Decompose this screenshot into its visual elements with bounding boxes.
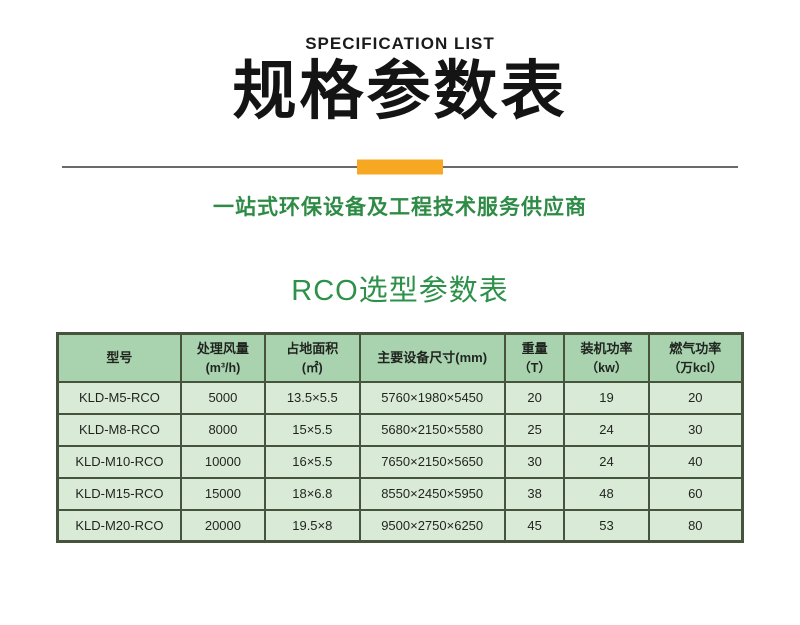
company-tagline: 一站式环保设备及工程技术服务供应商 [213, 196, 587, 220]
table-cell: 30 [647, 412, 744, 447]
table-cell: 16×5.5 [264, 444, 361, 479]
table-section-title: RCO选型参数表 [291, 275, 509, 308]
table-cell: 30 [503, 444, 566, 479]
table-cell: 5760×1980×5450 [358, 380, 506, 415]
divider-accent-bar [357, 159, 443, 175]
column-label: 燃气功率 [669, 340, 722, 356]
table-row-2: KLD-M10-RCO 10000 16×5.5 7650×2150×5650 30 24… [56, 444, 744, 479]
table-header-cell-2: 占地面积 (㎡) [264, 332, 361, 383]
table-header-cell-4: 重量 （T） [503, 332, 566, 383]
eyebrow-title: SPECIFICATION LIST [305, 34, 495, 53]
column-label: 型号 [106, 349, 133, 365]
column-label: 重量 [521, 340, 548, 356]
table-cell: 8550×2450×5950 [358, 476, 506, 511]
table-cell: 45 [503, 508, 566, 543]
table-cell: 40 [647, 444, 744, 479]
table-cell: 20000 [179, 508, 267, 543]
table-row-0: KLD-M5-RCO 5000 13.5×5.5 5760×1980×5450 20 19… [56, 380, 744, 415]
table-cell: 10000 [179, 444, 267, 479]
rco-spec-table: 型号 处理风量 (m³/h) 占地面积 (㎡) 主要设备尺寸(mm) 重量 （T） 装机功率 （k… [56, 332, 744, 544]
table-cell: 48 [563, 476, 650, 511]
column-unit: （T） [518, 360, 551, 375]
model-cell: KLD-M10-RCO [56, 444, 182, 479]
column-unit: (㎡) [301, 360, 323, 375]
model-cell: KLD-M8-RCO [56, 412, 182, 447]
model-cell: KLD-M5-RCO [56, 380, 182, 415]
page-title: 规格参数表 [232, 55, 568, 127]
table-cell: 20 [647, 380, 744, 415]
table-row-3: KLD-M15-RCO 15000 18×6.8 8550×2450×5950 38 48… [56, 476, 744, 511]
table-header-cell-6: 燃气功率 （万kcl） [647, 332, 744, 383]
table-row-4: KLD-M20-RCO 20000 19.5×8 9500×2750×6250 45 53… [56, 508, 744, 543]
table-header-cell-0: 型号 [56, 332, 182, 383]
table-cell: 5000 [179, 380, 267, 415]
table-header-cell-1: 处理风量 (m³/h) [179, 332, 267, 383]
table-cell: 19.5×8 [264, 508, 361, 543]
column-unit: （kw） [585, 360, 628, 375]
model-cell: KLD-M15-RCO [56, 476, 182, 511]
table-cell: 15000 [179, 476, 267, 511]
table-cell: 25 [503, 412, 566, 447]
column-label: 占地面积 [286, 340, 339, 356]
model-cell: KLD-M20-RCO [56, 508, 182, 543]
table-cell: 19 [563, 380, 650, 415]
table-cell: 15×5.5 [264, 412, 361, 447]
column-label: 处理风量 [196, 340, 249, 356]
table-cell: 38 [503, 476, 566, 511]
table-cell: 60 [647, 476, 744, 511]
column-unit: (m³/h) [205, 360, 241, 375]
table-cell: 80 [647, 508, 744, 543]
column-label: 主要设备尺寸(mm) [377, 349, 488, 365]
table-cell: 20 [503, 380, 566, 415]
table-cell: 24 [563, 412, 650, 447]
table-row-1: KLD-M8-RCO 8000 15×5.5 5680×2150×5580 25 24 30 [56, 412, 744, 447]
table-header-cell-5: 装机功率 （kw） [563, 332, 650, 383]
divider-line [62, 159, 738, 175]
table-body: KLD-M5-RCO 5000 13.5×5.5 5760×1980×5450 20 19… [56, 380, 744, 543]
table-cell: 7650×2150×5650 [358, 444, 506, 479]
table-header: 型号 处理风量 (m³/h) 占地面积 (㎡) 主要设备尺寸(mm) 重量 （T） 装机功率 （k… [56, 332, 744, 383]
table-header-cell-3: 主要设备尺寸(mm) [358, 332, 506, 383]
table-cell: 5680×2150×5580 [358, 412, 506, 447]
table-cell: 53 [563, 508, 650, 543]
table-cell: 18×6.8 [264, 476, 361, 511]
table-header-row: 型号 处理风量 (m³/h) 占地面积 (㎡) 主要设备尺寸(mm) 重量 （T） 装机功率 （k… [56, 332, 744, 383]
table-cell: 13.5×5.5 [264, 380, 361, 415]
column-unit: （万kcl） [667, 360, 723, 375]
table-cell: 8000 [179, 412, 267, 447]
column-label: 装机功率 [580, 340, 633, 356]
table-cell: 24 [563, 444, 650, 479]
table-cell: 9500×2750×6250 [358, 508, 506, 543]
